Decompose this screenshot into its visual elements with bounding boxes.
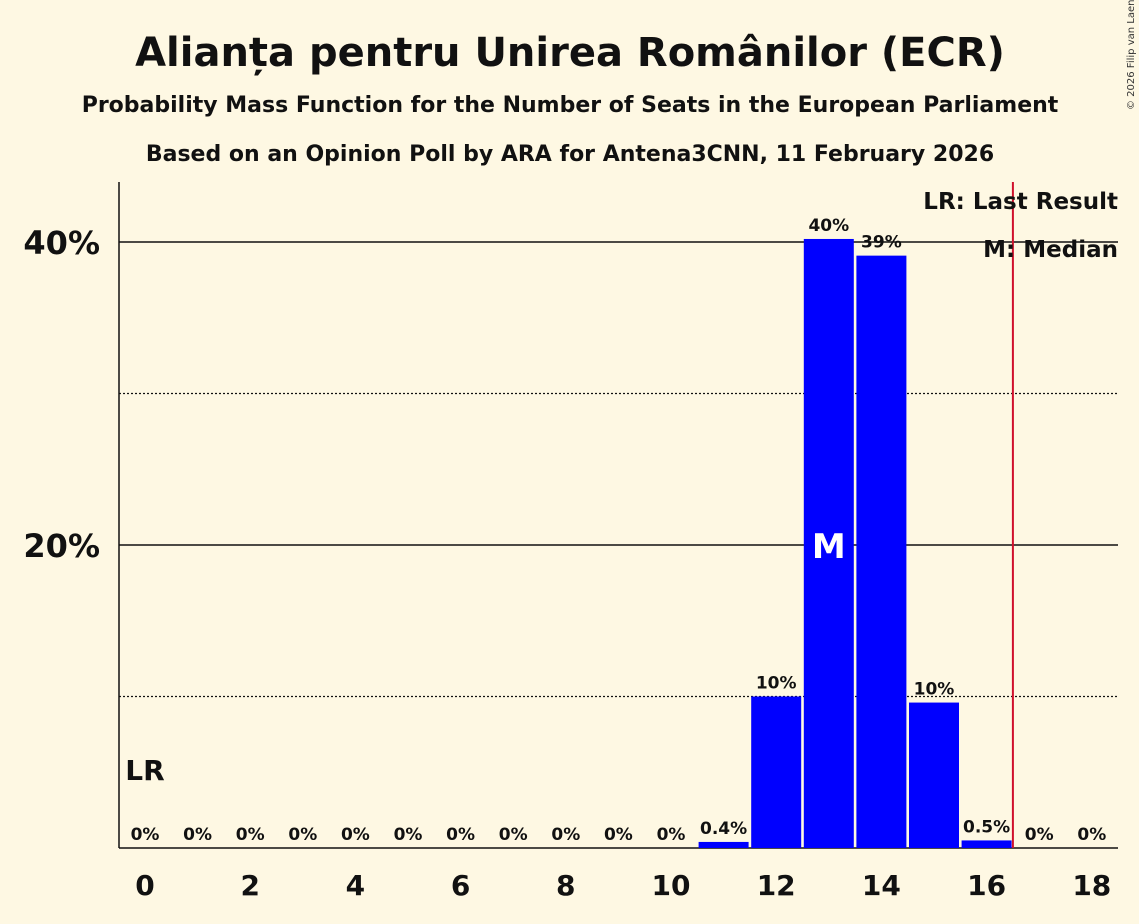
data-label: 0%: [288, 825, 317, 845]
x-tick-label: 14: [862, 869, 901, 902]
data-label: 39%: [861, 233, 902, 253]
x-tick-label: 18: [1072, 869, 1111, 902]
x-tick-label: 0: [135, 869, 154, 902]
bar-seats-11: [698, 841, 749, 848]
data-label: 0%: [1025, 825, 1054, 845]
data-label: 0%: [446, 825, 475, 845]
data-label: 0.5%: [963, 817, 1010, 837]
data-label: 0%: [341, 825, 370, 845]
x-tick-label: 12: [757, 869, 796, 902]
bar-seats-13: [803, 238, 854, 849]
data-label: 10%: [914, 680, 955, 700]
y-tick-label: 20%: [23, 527, 100, 565]
copyright: © 2026 Filip van Laenen: [1126, 0, 1137, 110]
x-tick-label: 16: [967, 869, 1006, 902]
data-label: 0%: [131, 825, 160, 845]
chart-subtitle-2: Based on an Opinion Poll by ARA for Ante…: [146, 142, 994, 167]
data-label: 0%: [604, 825, 633, 845]
legend-last-result: LR: Last Result: [923, 189, 1118, 215]
bar-seats-15: [909, 702, 959, 848]
data-label: 10%: [756, 674, 797, 694]
x-tick-label: 6: [451, 869, 470, 902]
bar-seats-14: [856, 255, 907, 848]
x-tick-label: 4: [346, 869, 365, 902]
x-tick-label: 10: [652, 869, 691, 902]
data-label: 0%: [183, 825, 212, 845]
legend-median: M: Median: [983, 237, 1118, 263]
data-label: 0%: [551, 825, 580, 845]
last-result-marker: LR: [125, 754, 164, 787]
y-tick-label: 40%: [23, 224, 100, 262]
data-label: 40%: [808, 216, 849, 236]
bar-seats-16: [961, 840, 1012, 848]
data-label: 0%: [236, 825, 265, 845]
x-tick-label: 2: [240, 869, 259, 902]
chart-title: Alianța pentru Unirea Românilor (ECR): [135, 30, 1005, 76]
x-tick-label: 8: [556, 869, 575, 902]
median-marker: M: [812, 527, 846, 567]
chart-subtitle: Probability Mass Function for the Number…: [82, 93, 1059, 118]
data-label: 0%: [1077, 825, 1106, 845]
data-label: 0%: [394, 825, 423, 845]
data-label: 0%: [499, 825, 528, 845]
bar-seats-12: [751, 696, 802, 848]
data-label: 0.4%: [700, 819, 747, 839]
data-label: 0%: [657, 825, 686, 845]
